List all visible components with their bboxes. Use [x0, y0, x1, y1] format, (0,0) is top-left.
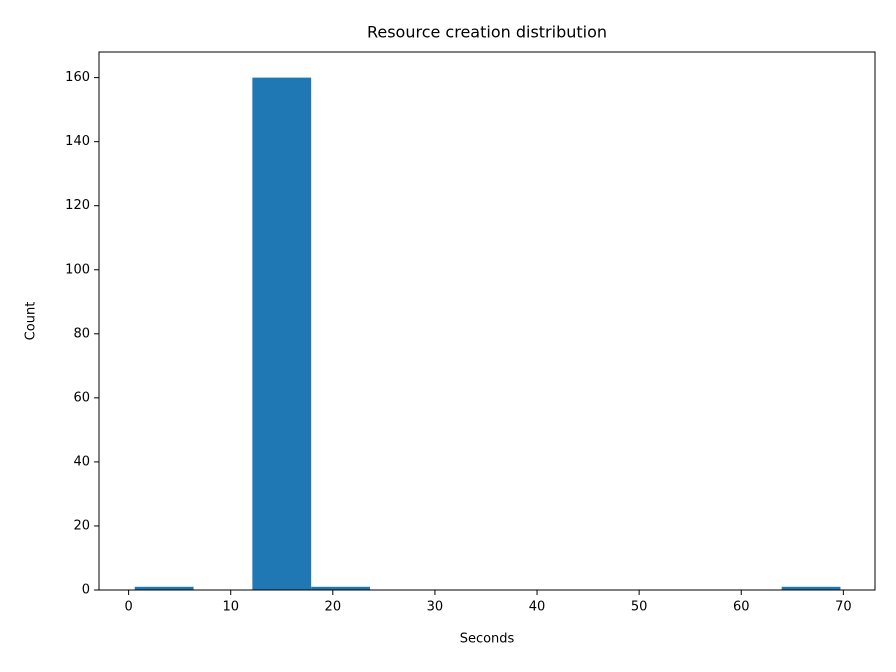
y-tick-label: 60 — [73, 390, 90, 405]
x-axis-label: Seconds — [460, 632, 515, 647]
chart-title: Resource creation distribution — [367, 23, 607, 42]
y-tick-label: 40 — [73, 454, 90, 469]
x-tick-label: 0 — [124, 600, 132, 615]
y-tick-label: 100 — [65, 262, 90, 277]
plot-frame — [98, 51, 876, 591]
bar — [134, 586, 194, 590]
x-tick-label: 30 — [427, 600, 444, 615]
bar — [781, 586, 841, 590]
bar — [311, 586, 370, 590]
x-tick-label: 20 — [325, 600, 342, 615]
y-tick-label: 140 — [65, 134, 90, 149]
y-tick-label: 80 — [73, 326, 90, 341]
x-tick-label: 10 — [222, 600, 239, 615]
y-tick-label: 160 — [65, 70, 90, 85]
y-tick-label: 0 — [82, 583, 90, 598]
y-axis-label: Count — [24, 302, 39, 341]
bar — [252, 77, 312, 591]
x-tick-label: 50 — [631, 600, 648, 615]
x-tick-label: 70 — [835, 600, 852, 615]
y-tick-label: 20 — [73, 518, 90, 533]
x-tick-label: 40 — [529, 600, 546, 615]
y-tick-label: 120 — [65, 198, 90, 213]
x-tick-label: 60 — [733, 600, 750, 615]
